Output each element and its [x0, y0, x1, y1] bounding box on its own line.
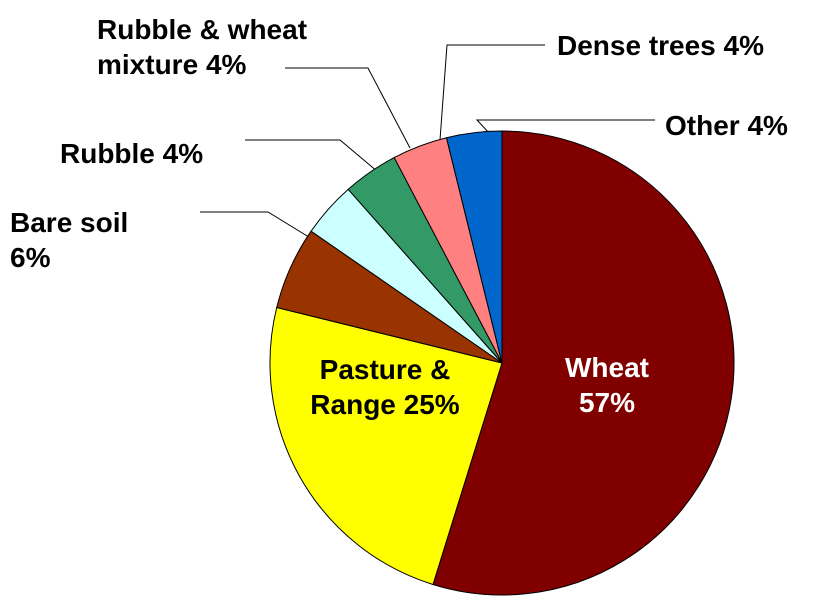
value-label: 4% — [162, 138, 204, 169]
slice-label: Rubble 4% — [60, 136, 280, 171]
category-name: Wheat — [565, 352, 649, 383]
category-name: Bare soil — [10, 207, 129, 238]
slice-label: Other 4% — [665, 108, 835, 143]
pie-slice — [445, 130, 503, 364]
category-name: Other — [665, 110, 740, 141]
leader-line — [285, 67, 411, 149]
category-name: Rubble — [60, 138, 155, 169]
value-label: 6% — [10, 242, 51, 273]
category-name: Rubble & wheat mixture — [97, 14, 308, 80]
category-name: Pasture & Range — [310, 354, 451, 420]
leader-line — [439, 44, 545, 141]
leader-line — [475, 119, 655, 135]
value-label: 57% — [578, 387, 636, 418]
slice-label: Bare soil 6% — [10, 205, 170, 275]
pie-slice — [432, 130, 735, 596]
leader-line — [245, 139, 379, 173]
pie-slice — [269, 306, 503, 586]
value-label: 25% — [403, 389, 460, 420]
slice-label: Wheat 57% — [537, 350, 677, 420]
value-label: 4% — [723, 30, 765, 61]
category-name: Dense trees — [557, 30, 716, 61]
slice-label: Rubble & wheat mixture 4% — [97, 12, 357, 82]
slice-label: Pasture & Range 25% — [300, 352, 470, 422]
value-label: 4% — [205, 49, 247, 80]
value-label: 4% — [747, 110, 788, 141]
slice-label: Dense trees 4% — [557, 28, 836, 63]
